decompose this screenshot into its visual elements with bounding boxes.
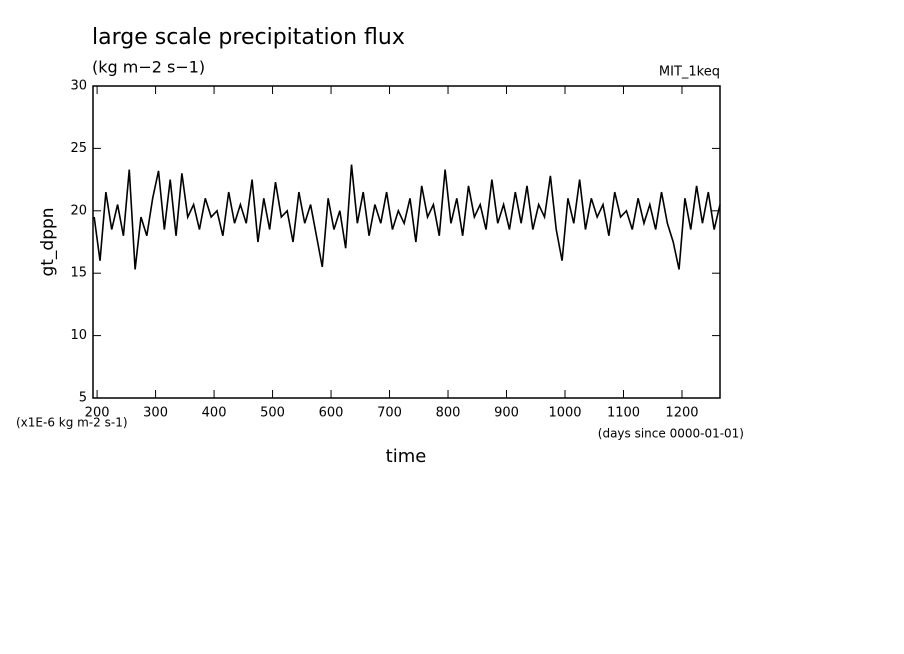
y-axis-label: gt_dppn (38, 207, 58, 276)
y-tick-label: 20 (70, 203, 87, 218)
x-tick-label: 700 (377, 406, 402, 421)
annotation: MIT_1keq (659, 65, 720, 80)
x-tick-label: 1100 (607, 406, 640, 421)
x-unit-note: (days since 0000-01-01) (598, 427, 744, 441)
chart-subtitle: (kg m−2 s−1) (92, 58, 205, 77)
x-tick-label: 200 (85, 406, 110, 421)
x-tick-label: 900 (494, 406, 519, 421)
x-tick-label: 600 (319, 406, 344, 421)
x-tick-label: 300 (143, 406, 168, 421)
y-tick-label: 5 (79, 391, 87, 406)
y-unit-note: (x1E-6 kg m-2 s-1) (16, 416, 128, 430)
data-line (93, 164, 721, 270)
y-tick-label: 10 (70, 328, 87, 343)
x-tick-label: 500 (260, 406, 285, 421)
plot-frame (92, 85, 721, 399)
x-tick-label: 800 (436, 406, 461, 421)
y-tick-label: 15 (70, 266, 87, 281)
x-tick-label: 400 (202, 406, 227, 421)
x-axis-label: time (386, 446, 427, 467)
x-tick-label: 1200 (665, 406, 698, 421)
chart-title: large scale precipitation flux (92, 25, 405, 50)
x-tick-label: 1000 (548, 406, 581, 421)
y-tick-label: 30 (70, 79, 87, 94)
y-tick-label: 25 (70, 141, 87, 156)
